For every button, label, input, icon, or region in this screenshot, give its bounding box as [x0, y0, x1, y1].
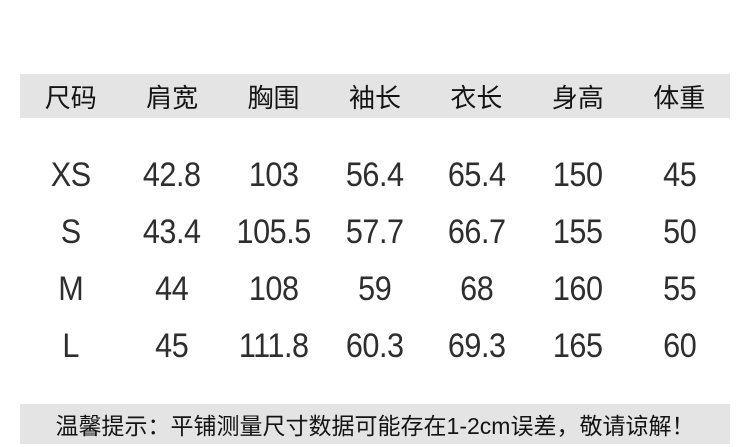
cell-size: XS [50, 156, 91, 194]
cell-shoulder: 42.8 [143, 156, 202, 194]
cell-height: 150 [552, 156, 603, 194]
cell-shoulder: 43.4 [143, 213, 202, 251]
cell-height: 165 [552, 327, 603, 365]
table-row-m: M 44 108 59 68 160 55 [20, 261, 730, 318]
cell-weight: 55 [662, 270, 697, 308]
cell-size: L [62, 327, 80, 365]
cell-length: 68 [459, 270, 494, 308]
cell-weight: 60 [662, 327, 697, 365]
cell-weight: 45 [662, 156, 697, 194]
cell-height: 155 [552, 213, 603, 251]
cell-bust: 105.5 [236, 213, 311, 251]
cell-sleeve: 57.7 [346, 213, 404, 251]
cell-length: 66.7 [447, 213, 506, 251]
col-header-sleeve: 袖长 [348, 82, 401, 113]
col-header-shoulder: 肩宽 [146, 82, 199, 113]
table-row-s: S 43.4 105.5 57.7 66.7 155 50 [20, 204, 730, 261]
table-row-l: L 45 111.8 60.3 69.3 165 60 [20, 318, 730, 375]
table-body: XS 42.8 103 56.4 65.4 150 45 S 43.4 105.… [20, 147, 730, 375]
cell-length: 69.3 [447, 327, 506, 365]
cell-shoulder: 44 [155, 270, 190, 308]
cell-bust: 111.8 [238, 327, 309, 365]
cell-bust: 103 [248, 156, 299, 194]
cell-shoulder: 45 [155, 327, 190, 365]
cell-height: 160 [552, 270, 603, 308]
cell-bust: 108 [248, 270, 299, 308]
cell-length: 65.4 [447, 156, 506, 194]
cell-sleeve: 60.3 [346, 327, 404, 365]
col-header-bust: 胸围 [247, 82, 300, 113]
table-row-xs: XS 42.8 103 56.4 65.4 150 45 [20, 147, 730, 204]
col-header-weight: 体重 [653, 82, 706, 113]
col-header-size: 尺码 [44, 82, 97, 113]
note-bar: 温馨提示：平铺测量尺寸数据可能存在1-2cm误差，敬请谅解！ [20, 404, 730, 444]
cell-size: M [58, 270, 84, 308]
col-header-length: 衣长 [450, 82, 503, 113]
table-header-row: 尺码 肩宽 胸围 袖长 衣长 身高 体重 [20, 74, 730, 118]
cell-size: S [60, 213, 81, 251]
cell-sleeve: 59 [358, 270, 392, 308]
cell-sleeve: 56.4 [346, 156, 404, 194]
col-header-height: 身高 [551, 82, 604, 113]
note-text: 温馨提示：平铺测量尺寸数据可能存在1-2cm误差，敬请谅解！ [55, 413, 695, 439]
cell-weight: 50 [662, 213, 697, 251]
